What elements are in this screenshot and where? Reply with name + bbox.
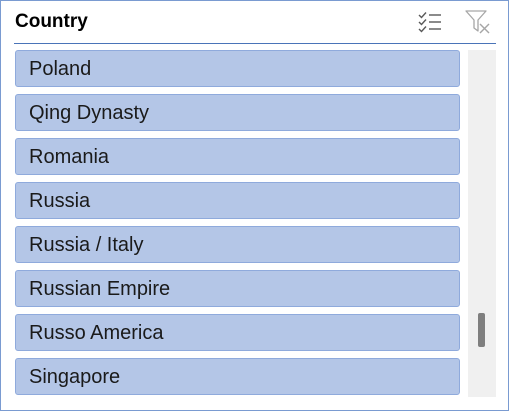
slicer-item-label: Poland bbox=[29, 58, 92, 80]
slicer-item-russian-empire[interactable]: Russian Empire bbox=[15, 270, 460, 307]
slicer-item-label: Russia bbox=[29, 190, 91, 212]
slicer-item-singapore[interactable]: Singapore bbox=[15, 358, 460, 395]
slicer-item-label: Russian Empire bbox=[29, 278, 171, 300]
slicer-item-label: Singapore bbox=[29, 366, 121, 388]
clear-filter-icon bbox=[465, 10, 490, 34]
slicer-header: Country bbox=[14, 1, 496, 44]
slicer-title: Country bbox=[15, 11, 88, 32]
slicer-item-russia-italy[interactable]: Russia / Italy bbox=[15, 226, 460, 263]
slicer-item-label: Russia / Italy bbox=[29, 234, 144, 256]
multi-select-button[interactable] bbox=[415, 8, 445, 36]
slicer-item-label: Russo America bbox=[29, 322, 164, 344]
vertical-scrollbar[interactable] bbox=[468, 50, 496, 397]
slicer-item-russia[interactable]: Russia bbox=[15, 182, 460, 219]
slicer-item-label: Romania bbox=[29, 146, 110, 168]
slicer-item-label: Qing Dynasty bbox=[29, 102, 150, 124]
scrollbar-thumb[interactable] bbox=[478, 312, 485, 347]
slicer-item-list: Poland Qing Dynasty Romania Russia Russi… bbox=[15, 50, 462, 399]
slicer-item-qing-dynasty[interactable]: Qing Dynasty bbox=[15, 94, 460, 131]
slicer-item-poland[interactable]: Poland bbox=[15, 50, 460, 87]
slicer-item-romania[interactable]: Romania bbox=[15, 138, 460, 175]
multi-select-icon bbox=[418, 12, 441, 33]
slicer-item-russo-america[interactable]: Russo America bbox=[15, 314, 460, 351]
clear-filter-button[interactable] bbox=[463, 8, 493, 36]
